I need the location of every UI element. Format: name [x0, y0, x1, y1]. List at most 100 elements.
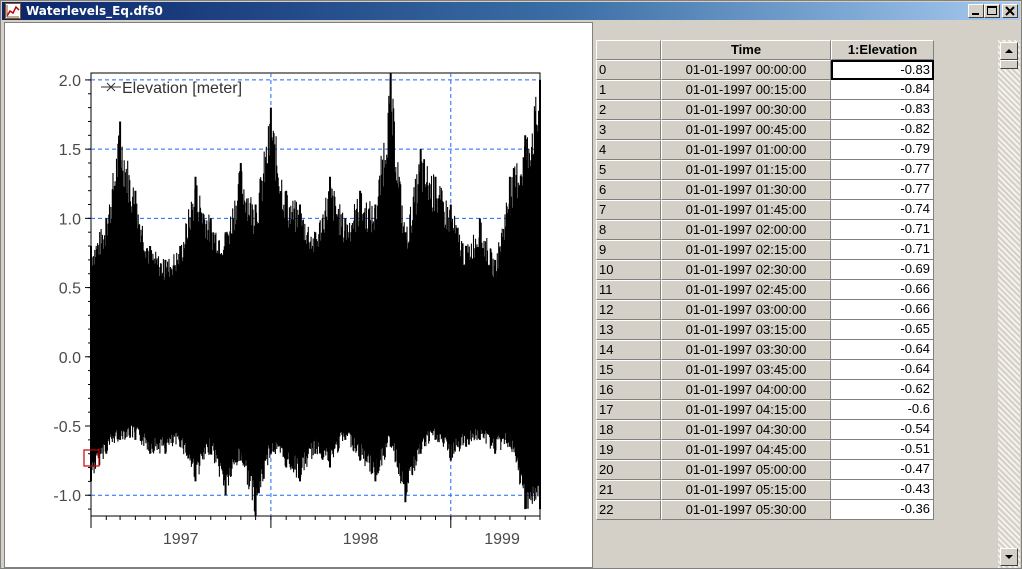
elevation-cell[interactable]: -0.51 [831, 440, 934, 460]
scroll-down-button[interactable] [1000, 548, 1018, 566]
time-cell[interactable]: 01-01-1997 05:30:00 [661, 500, 831, 520]
table-row[interactable]: 6 01-01-1997 01:30:00 -0.77 [596, 180, 996, 200]
table-row[interactable]: 0 01-01-1997 00:00:00 -0.83 [596, 60, 996, 80]
maximize-button[interactable] [984, 4, 1000, 18]
table-row[interactable]: 20 01-01-1997 05:00:00 -0.47 [596, 460, 996, 480]
minimize-button[interactable] [968, 4, 984, 18]
row-index-cell[interactable]: 11 [596, 280, 661, 300]
row-index-cell[interactable]: 16 [596, 380, 661, 400]
table-row[interactable]: 7 01-01-1997 01:45:00 -0.74 [596, 200, 996, 220]
table-row[interactable]: 21 01-01-1997 05:15:00 -0.43 [596, 480, 996, 500]
row-index-cell[interactable]: 2 [596, 100, 661, 120]
header-index-cell[interactable] [596, 40, 661, 60]
cursor-marker[interactable] [83, 449, 100, 467]
elevation-cell[interactable]: -0.64 [831, 340, 934, 360]
close-button[interactable] [1002, 4, 1018, 18]
time-cell[interactable]: 01-01-1997 02:45:00 [661, 280, 831, 300]
time-cell[interactable]: 01-01-1997 04:30:00 [661, 420, 831, 440]
elevation-cell[interactable]: -0.79 [831, 140, 934, 160]
row-index-cell[interactable]: 17 [596, 400, 661, 420]
header-elevation[interactable]: 1:Elevation [831, 40, 934, 60]
row-index-cell[interactable]: 22 [596, 500, 661, 520]
row-index-cell[interactable]: 7 [596, 200, 661, 220]
table-row[interactable]: 3 01-01-1997 00:45:00 -0.82 [596, 120, 996, 140]
elevation-cell[interactable]: -0.84 [831, 80, 934, 100]
table-row[interactable]: 15 01-01-1997 03:45:00 -0.64 [596, 360, 996, 380]
elevation-cell[interactable]: -0.43 [831, 480, 934, 500]
time-cell[interactable]: 01-01-1997 03:45:00 [661, 360, 831, 380]
elevation-cell[interactable]: -0.71 [831, 240, 934, 260]
table-row[interactable]: 5 01-01-1997 01:15:00 -0.77 [596, 160, 996, 180]
elevation-cell[interactable]: -0.83 [831, 100, 934, 120]
time-cell[interactable]: 01-01-1997 00:45:00 [661, 120, 831, 140]
data-table[interactable]: Time 1:Elevation 0 01-01-1997 00:00:00 -0.… [596, 40, 996, 568]
table-row[interactable]: 17 01-01-1997 04:15:00 -0.6 [596, 400, 996, 420]
elevation-cell[interactable]: -0.83 [831, 60, 934, 80]
table-row[interactable]: 14 01-01-1997 03:30:00 -0.64 [596, 340, 996, 360]
row-index-cell[interactable]: 18 [596, 420, 661, 440]
time-cell[interactable]: 01-01-1997 04:15:00 [661, 400, 831, 420]
table-row[interactable]: 10 01-01-1997 02:30:00 -0.69 [596, 260, 996, 280]
row-index-cell[interactable]: 3 [596, 120, 661, 140]
row-index-cell[interactable]: 6 [596, 180, 661, 200]
time-cell[interactable]: 01-01-1997 01:15:00 [661, 160, 831, 180]
elevation-cell[interactable]: -0.77 [831, 180, 934, 200]
row-index-cell[interactable]: 19 [596, 440, 661, 460]
row-index-cell[interactable]: 1 [596, 80, 661, 100]
elevation-cell[interactable]: -0.64 [831, 360, 934, 380]
header-time[interactable]: Time [661, 40, 831, 60]
table-row[interactable]: 9 01-01-1997 02:15:00 -0.71 [596, 240, 996, 260]
elevation-cell[interactable]: -0.66 [831, 300, 934, 320]
row-index-cell[interactable]: 8 [596, 220, 661, 240]
elevation-cell[interactable]: -0.36 [831, 500, 934, 520]
table-row[interactable]: 12 01-01-1997 03:00:00 -0.66 [596, 300, 996, 320]
table-row[interactable]: 11 01-01-1997 02:45:00 -0.66 [596, 280, 996, 300]
elevation-cell[interactable]: -0.66 [831, 280, 934, 300]
row-index-cell[interactable]: 20 [596, 460, 661, 480]
table-row[interactable]: 18 01-01-1997 04:30:00 -0.54 [596, 420, 996, 440]
time-cell[interactable]: 01-01-1997 05:00:00 [661, 460, 831, 480]
elevation-cell[interactable]: -0.82 [831, 120, 934, 140]
time-cell[interactable]: 01-01-1997 03:30:00 [661, 340, 831, 360]
time-cell[interactable]: 01-01-1997 00:00:00 [661, 60, 831, 80]
time-cell[interactable]: 01-01-1997 05:15:00 [661, 480, 831, 500]
scroll-up-button[interactable] [1000, 42, 1018, 60]
elevation-cell[interactable]: -0.65 [831, 320, 934, 340]
time-cell[interactable]: 01-01-1997 04:00:00 [661, 380, 831, 400]
time-cell[interactable]: 01-01-1997 03:00:00 [661, 300, 831, 320]
table-row[interactable]: 16 01-01-1997 04:00:00 -0.62 [596, 380, 996, 400]
row-index-cell[interactable]: 9 [596, 240, 661, 260]
time-cell[interactable]: 01-01-1997 03:15:00 [661, 320, 831, 340]
row-index-cell[interactable]: 12 [596, 300, 661, 320]
time-cell[interactable]: 01-01-1997 02:00:00 [661, 220, 831, 240]
elevation-cell[interactable]: -0.69 [831, 260, 934, 280]
time-cell[interactable]: 01-01-1997 01:30:00 [661, 180, 831, 200]
table-row[interactable]: 1 01-01-1997 00:15:00 -0.84 [596, 80, 996, 100]
row-index-cell[interactable]: 13 [596, 320, 661, 340]
elevation-cell[interactable]: -0.77 [831, 160, 934, 180]
title-bar[interactable]: Waterlevels_Eq.dfs0 [2, 2, 1020, 20]
time-cell[interactable]: 01-01-1997 00:15:00 [661, 80, 831, 100]
time-cell[interactable]: 01-01-1997 04:45:00 [661, 440, 831, 460]
time-cell[interactable]: 01-01-1997 00:30:00 [661, 100, 831, 120]
table-row[interactable]: 4 01-01-1997 01:00:00 -0.79 [596, 140, 996, 160]
time-cell[interactable]: 01-01-1997 01:00:00 [661, 140, 831, 160]
time-cell[interactable]: 01-01-1997 01:45:00 [661, 200, 831, 220]
table-row[interactable]: 22 01-01-1997 05:30:00 -0.36 [596, 500, 996, 520]
chart-pane[interactable]: 2.0 1.5 1.0 0.5 0.0 -0.5 -1.0 1997 1998 1999 Elev… [4, 22, 593, 568]
row-index-cell[interactable]: 21 [596, 480, 661, 500]
elevation-cell[interactable]: -0.54 [831, 420, 934, 440]
table-row[interactable]: 13 01-01-1997 03:15:00 -0.65 [596, 320, 996, 340]
row-index-cell[interactable]: 5 [596, 160, 661, 180]
elevation-cell[interactable]: -0.71 [831, 220, 934, 240]
table-row[interactable]: 2 01-01-1997 00:30:00 -0.83 [596, 100, 996, 120]
vertical-scrollbar[interactable] [998, 40, 1020, 568]
scroll-thumb[interactable] [1000, 60, 1018, 69]
row-index-cell[interactable]: 14 [596, 340, 661, 360]
time-cell[interactable]: 01-01-1997 02:15:00 [661, 240, 831, 260]
row-index-cell[interactable]: 0 [596, 60, 661, 80]
row-index-cell[interactable]: 4 [596, 140, 661, 160]
elevation-cell[interactable]: -0.6 [831, 400, 934, 420]
elevation-cell[interactable]: -0.62 [831, 380, 934, 400]
elevation-chart[interactable]: 2.0 1.5 1.0 0.5 0.0 -0.5 -1.0 1997 1998 1999 Elev… [5, 23, 592, 567]
